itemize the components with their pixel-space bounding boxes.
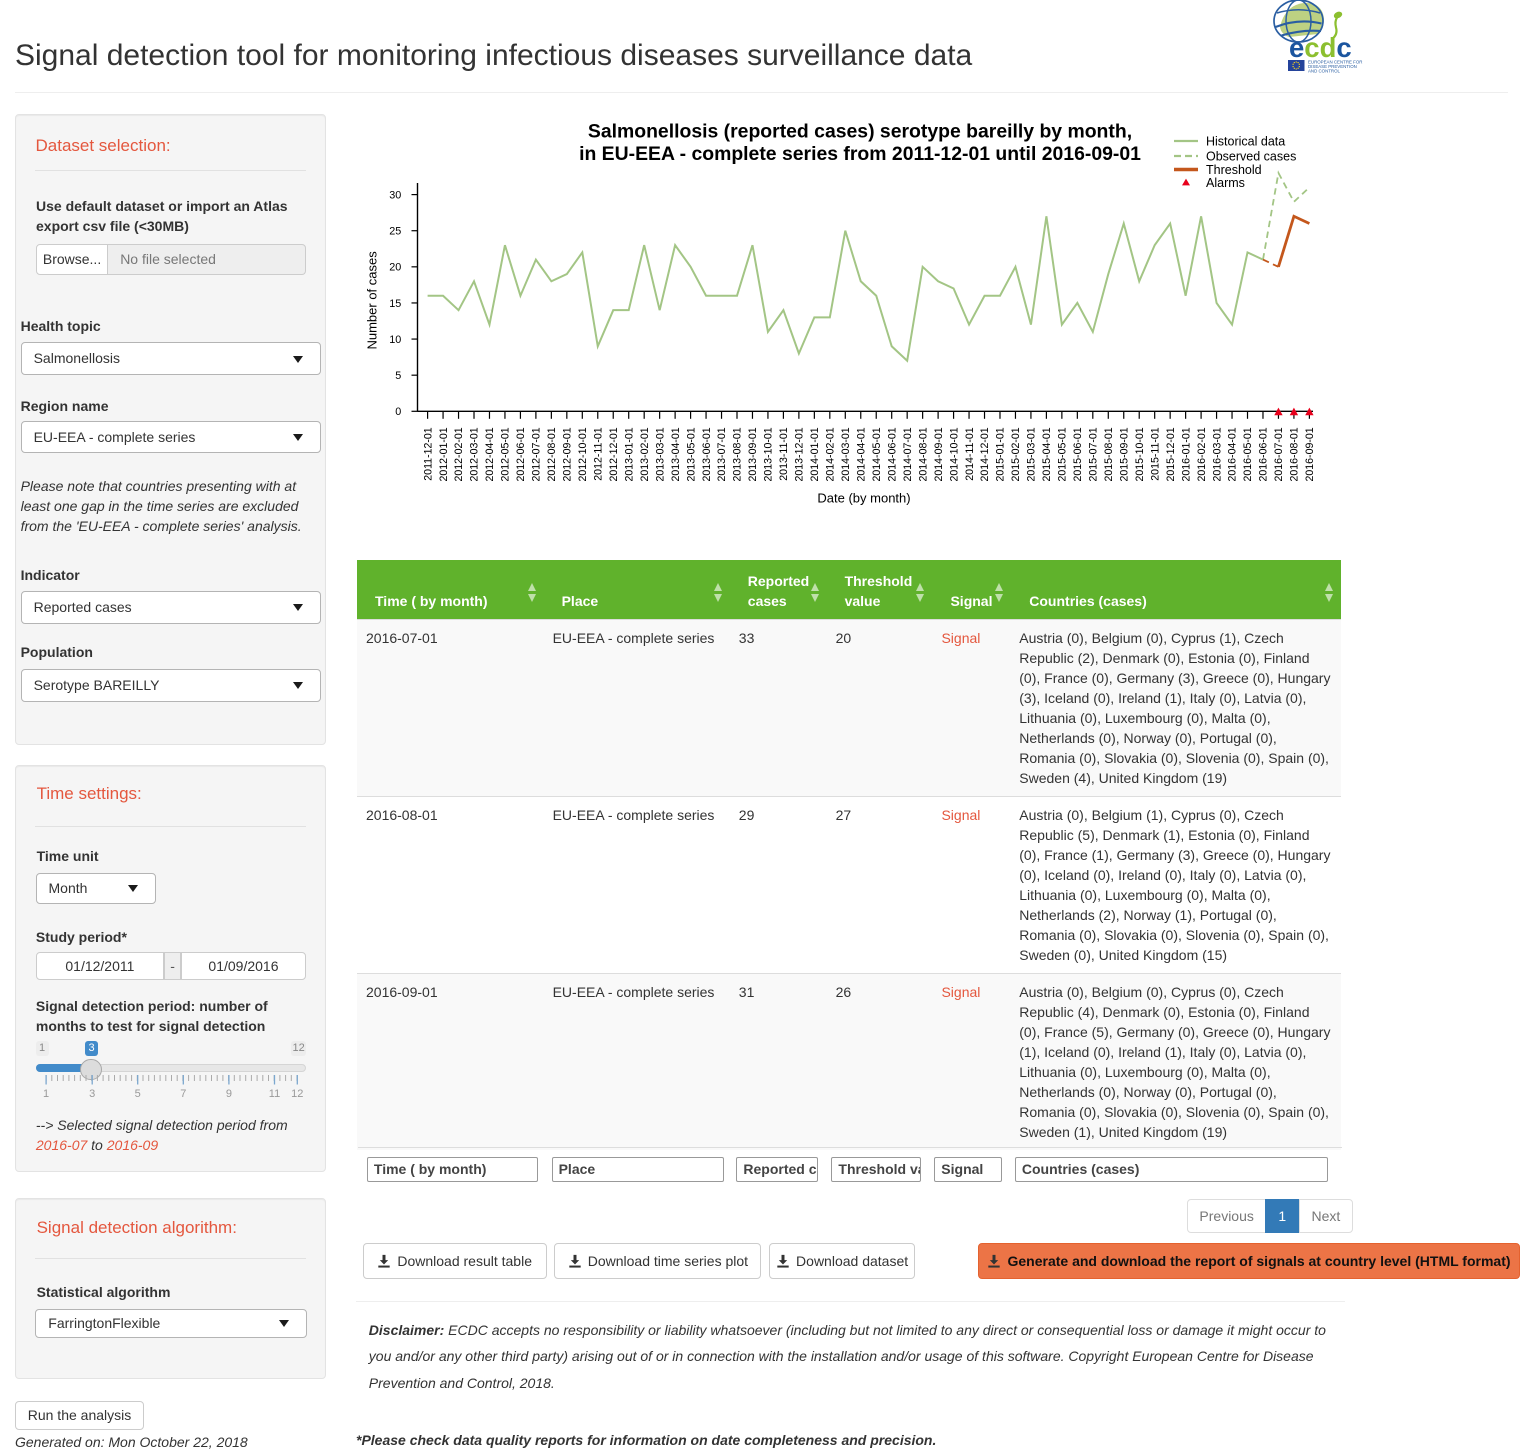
svg-text:2016-08-01: 2016-08-01 [1289,427,1301,481]
svg-text:2015-04-01: 2015-04-01 [1041,427,1053,481]
svg-text:2015-12-01: 2015-12-01 [1165,427,1177,481]
svg-text:2012-09-01: 2012-09-01 [562,427,574,481]
svg-text:2016-04-01: 2016-04-01 [1227,427,1239,481]
svg-text:Number of cases: Number of cases [365,251,380,350]
svg-text:2014-07-01: 2014-07-01 [902,427,914,481]
svg-text:Salmonellosis (reported cases): Salmonellosis (reported cases) serotype … [588,121,1132,143]
svg-text:2013-09-01: 2013-09-01 [747,427,759,481]
svg-text:10: 10 [389,334,401,346]
svg-text:2016-01-01: 2016-01-01 [1180,427,1192,481]
svg-text:Historical data: Historical data [1206,135,1285,149]
svg-text:Date (by month): Date (by month) [817,491,910,506]
svg-text:2012-07-01: 2012-07-01 [531,427,543,481]
svg-text:2013-08-01: 2013-08-01 [732,427,744,481]
svg-text:2014-02-01: 2014-02-01 [825,427,837,481]
svg-text:2015-08-01: 2015-08-01 [1103,427,1115,481]
svg-text:Alarms: Alarms [1206,176,1245,190]
svg-text:30: 30 [389,190,401,202]
svg-text:3: 3 [89,1088,95,1100]
svg-text:2014-10-01: 2014-10-01 [948,427,960,481]
svg-text:1: 1 [43,1088,49,1100]
svg-text:2014-12-01: 2014-12-01 [979,427,991,481]
svg-text:2014-06-01: 2014-06-01 [886,427,898,481]
svg-text:2014-08-01: 2014-08-01 [917,427,929,481]
svg-text:2012-11-01: 2012-11-01 [592,427,604,481]
svg-text:2014-05-01: 2014-05-01 [871,427,883,481]
svg-text:2013-06-01: 2013-06-01 [701,427,713,481]
svg-text:2012-01-01: 2012-01-01 [438,427,450,481]
svg-text:2016-09-01: 2016-09-01 [1304,427,1316,481]
svg-text:2012-03-01: 2012-03-01 [469,427,481,481]
svg-text:2015-05-01: 2015-05-01 [1057,427,1069,481]
svg-text:2016-05-01: 2016-05-01 [1242,427,1254,481]
svg-text:2015-11-01: 2015-11-01 [1149,427,1161,481]
svg-text:11: 11 [269,1088,280,1100]
svg-text:2013-12-01: 2013-12-01 [794,427,806,481]
svg-text:2011-12-01: 2011-12-01 [422,427,434,481]
svg-text:2013-01-01: 2013-01-01 [623,427,635,481]
svg-text:2016-03-01: 2016-03-01 [1211,427,1223,481]
svg-text:Observed cases: Observed cases [1206,150,1296,164]
svg-text:2012-10-01: 2012-10-01 [577,427,589,481]
svg-text:2013-07-01: 2013-07-01 [716,427,728,481]
svg-text:2016-07-01: 2016-07-01 [1273,427,1285,481]
svg-text:2014-11-01: 2014-11-01 [964,427,976,481]
svg-text:2016-06-01: 2016-06-01 [1258,427,1270,481]
svg-text:2015-09-01: 2015-09-01 [1118,427,1130,481]
svg-text:2014-01-01: 2014-01-01 [809,427,821,481]
svg-text:AND CONTROL: AND CONTROL [1308,69,1341,74]
svg-text:2015-06-01: 2015-06-01 [1072,427,1084,481]
svg-text:2015-01-01: 2015-01-01 [995,427,1007,481]
svg-text:2015-03-01: 2015-03-01 [1026,427,1038,481]
svg-text:2016-02-01: 2016-02-01 [1196,427,1208,481]
svg-text:2013-04-01: 2013-04-01 [670,427,682,481]
svg-text:5: 5 [135,1088,141,1100]
svg-text:2012-02-01: 2012-02-01 [453,427,465,481]
svg-text:in EU-EEA - complete series fr: in EU-EEA - complete series from 2011-12… [579,143,1141,165]
svg-text:2015-07-01: 2015-07-01 [1088,427,1100,481]
svg-text:ecdc: ecdc [1289,32,1352,63]
svg-text:2013-11-01: 2013-11-01 [778,427,790,481]
svg-text:2013-03-01: 2013-03-01 [654,427,666,481]
svg-text:12: 12 [291,1088,303,1100]
svg-text:EUROPEAN CENTRE FOR: EUROPEAN CENTRE FOR [1308,60,1362,65]
svg-text:9: 9 [226,1088,232,1100]
svg-text:2013-02-01: 2013-02-01 [639,427,651,481]
svg-text:2015-02-01: 2015-02-01 [1010,427,1022,481]
svg-text:2014-09-01: 2014-09-01 [933,427,945,481]
svg-text:25: 25 [389,226,401,238]
svg-text:2012-08-01: 2012-08-01 [546,427,558,481]
svg-text:2012-04-01: 2012-04-01 [484,427,496,481]
svg-text:2012-06-01: 2012-06-01 [515,427,527,481]
svg-text:2012-05-01: 2012-05-01 [500,427,512,481]
svg-text:20: 20 [389,262,401,274]
svg-text:5: 5 [395,370,401,382]
svg-text:7: 7 [180,1088,186,1100]
svg-text:Threshold: Threshold [1206,163,1262,177]
svg-text:2015-10-01: 2015-10-01 [1134,427,1146,481]
svg-text:2014-04-01: 2014-04-01 [855,427,867,481]
svg-text:2012-12-01: 2012-12-01 [608,427,620,481]
svg-text:2013-10-01: 2013-10-01 [763,427,775,481]
svg-text:DISEASE PREVENTION: DISEASE PREVENTION [1308,64,1357,69]
svg-text:2013-05-01: 2013-05-01 [685,427,697,481]
svg-text:2014-03-01: 2014-03-01 [840,427,852,481]
svg-text:0: 0 [395,406,401,418]
svg-text:15: 15 [389,298,401,310]
